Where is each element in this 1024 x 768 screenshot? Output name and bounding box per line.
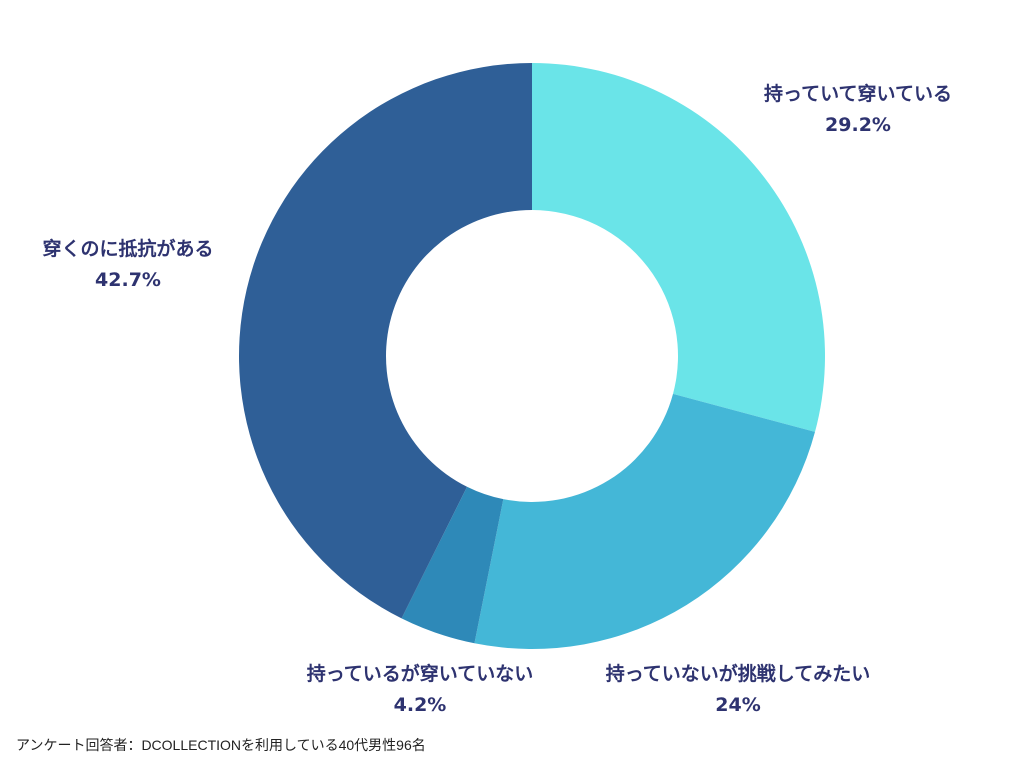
slice-label-1: 持っていないが挑戦してみたい 24% bbox=[606, 659, 870, 721]
slice-label-text: 持っていないが挑戦してみたい bbox=[605, 663, 871, 685]
slice-value-label: 24% bbox=[715, 694, 761, 716]
donut-slice-3 bbox=[238, 63, 532, 619]
slice-value-label: 4.2% bbox=[393, 694, 447, 716]
slice-label-text: 穿くのに抵抗がある bbox=[42, 238, 214, 260]
slice-label-text: 持っているが穿いていない bbox=[306, 663, 534, 685]
slice-label-text: 持っていて穿いている bbox=[764, 83, 952, 105]
slice-value-label: 29.2% bbox=[825, 114, 891, 136]
slice-label-3: 穿くのに抵抗がある 42.7% bbox=[42, 234, 213, 296]
slice-label-2: 持っているが穿いていない 4.2% bbox=[307, 659, 533, 721]
donut-slice-1 bbox=[474, 393, 815, 649]
donut-slice-2 bbox=[401, 486, 504, 644]
donut-slice-0 bbox=[532, 63, 825, 432]
footnote: アンケート回答者：DCOLLECTIONを利用している40代男性96名 bbox=[16, 737, 426, 753]
slice-label-0: 持っていて穿いている 29.2% bbox=[764, 79, 952, 141]
slice-value-label: 42.7% bbox=[95, 269, 161, 291]
